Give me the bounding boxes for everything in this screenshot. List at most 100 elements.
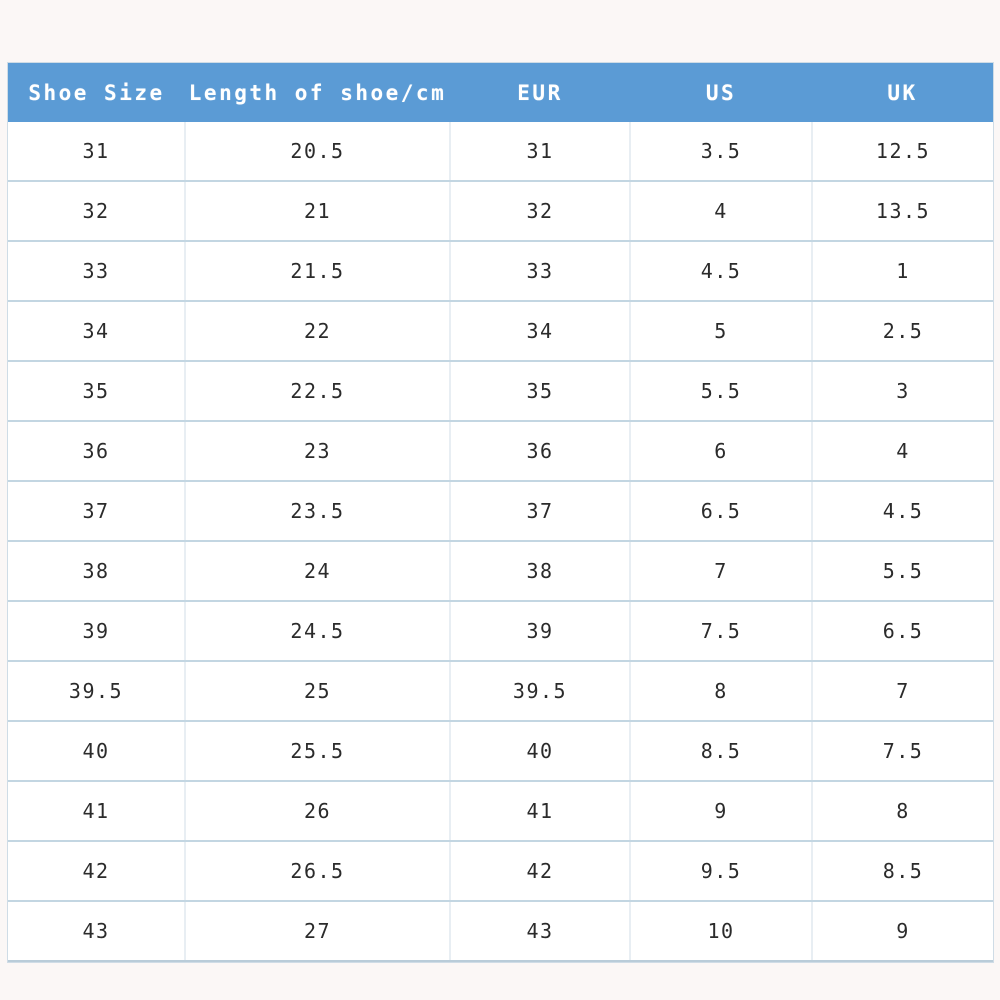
column-header-shoe-size: Shoe Size: [8, 63, 185, 122]
cell-value: 34: [526, 319, 554, 343]
cell-shoe-size: 39.5: [8, 661, 186, 722]
cell-eur: 43: [450, 901, 631, 962]
cell-value: 4.5: [700, 259, 742, 283]
column-header-uk: UK: [812, 63, 993, 122]
cell-value: 10: [707, 919, 735, 943]
table-row: 33 21.5 33 4.5 1: [8, 241, 993, 302]
table-row: 36 23 36 6 4: [8, 421, 993, 482]
cell-value: 3: [896, 379, 910, 403]
cell-value: 36: [82, 439, 110, 463]
cell-value: 6.5: [882, 619, 924, 643]
cell-length-cm: 22: [185, 301, 451, 362]
column-header-us: US: [630, 63, 812, 122]
cell-value: 33: [526, 259, 554, 283]
cell-shoe-size: 43: [8, 901, 186, 962]
cell-value: 39: [526, 619, 554, 643]
cell-value: 41: [526, 799, 554, 823]
cell-uk: 4.5: [812, 481, 993, 542]
cell-uk: 5.5: [812, 541, 993, 602]
cell-uk: 8: [812, 781, 993, 842]
cell-length-cm: 25.5: [185, 721, 451, 782]
cell-eur: 39: [450, 601, 631, 662]
table-row: 34 22 34 5 2.5: [8, 301, 993, 362]
cell-length-cm: 23.5: [185, 481, 451, 542]
cell-value: 27: [303, 919, 332, 943]
table-header: Shoe Size Length of shoe/cm EUR US UK: [8, 63, 993, 122]
cell-length-cm: 27: [185, 901, 451, 962]
cell-shoe-size: 39: [8, 601, 186, 662]
cell-length-cm: 26: [185, 781, 451, 842]
cell-us: 9: [630, 781, 813, 842]
cell-value: 7.5: [882, 739, 924, 763]
cell-value: 12.5: [875, 139, 931, 163]
cell-length-cm: 25: [185, 661, 451, 722]
cell-us: 6.5: [630, 481, 813, 542]
cell-value: 32: [526, 199, 554, 223]
cell-value: 38: [526, 559, 554, 583]
cell-length-cm: 21.5: [185, 241, 451, 302]
cell-uk: 8.5: [812, 841, 993, 902]
cell-value: 35: [526, 379, 554, 403]
cell-value: 6.5: [700, 499, 742, 523]
cell-value: 31: [82, 139, 110, 163]
table-row: 43 27 43 10 9: [8, 901, 993, 962]
cell-value: 1: [896, 259, 910, 283]
cell-value: 9: [714, 799, 728, 823]
cell-value: 5.5: [882, 559, 924, 583]
cell-us: 4: [630, 181, 813, 242]
cell-shoe-size: 35: [8, 361, 186, 422]
cell-us: 5.5: [630, 361, 813, 422]
cell-value: 40: [82, 739, 110, 763]
cell-value: 8: [714, 679, 728, 703]
cell-value: 25: [303, 679, 332, 703]
cell-uk: 12.5: [812, 122, 993, 182]
cell-uk: 7: [812, 661, 993, 722]
cell-eur: 33: [450, 241, 631, 302]
cell-length-cm: 21: [185, 181, 451, 242]
table-row: 39.5 25 39.5 8 7: [8, 661, 993, 722]
cell-eur: 32: [450, 181, 631, 242]
cell-value: 21: [303, 199, 332, 223]
cell-value: 38: [82, 559, 110, 583]
cell-length-cm: 20.5: [185, 122, 451, 182]
cell-value: 23.5: [290, 499, 345, 523]
cell-shoe-size: 38: [8, 541, 186, 602]
cell-value: 2.5: [882, 319, 924, 343]
cell-us: 5: [630, 301, 813, 362]
cell-value: 13.5: [875, 199, 931, 223]
cell-length-cm: 24.5: [185, 601, 451, 662]
column-header-length-cm: Length of shoe/cm: [185, 63, 450, 122]
cell-eur: 34: [450, 301, 631, 362]
table-body: 31 20.5 31 3.5 12.5 32 21 32 4 13.5 33 21.5 33 4.5 1 34…: [8, 122, 993, 962]
cell-shoe-size: 37: [8, 481, 186, 542]
cell-value: 7: [714, 559, 728, 583]
cell-uk: 6.5: [812, 601, 993, 662]
cell-value: 8.5: [882, 859, 924, 883]
cell-value: 7: [896, 679, 910, 703]
table-row: 35 22.5 35 5.5 3: [8, 361, 993, 422]
cell-value: 26: [303, 799, 332, 823]
cell-length-cm: 22.5: [185, 361, 451, 422]
cell-value: 37: [526, 499, 554, 523]
cell-value: 4: [896, 439, 910, 463]
cell-uk: 2.5: [812, 301, 993, 362]
cell-uk: 13.5: [812, 181, 993, 242]
cell-eur: 42: [450, 841, 631, 902]
cell-shoe-size: 41: [8, 781, 186, 842]
cell-value: 39.5: [512, 679, 568, 703]
cell-eur: 41: [450, 781, 631, 842]
cell-us: 6: [630, 421, 813, 482]
cell-length-cm: 24: [185, 541, 451, 602]
size-conversion-table: Shoe Size Length of shoe/cm EUR US UK 31…: [8, 63, 993, 962]
cell-value: 41: [82, 799, 110, 823]
cell-value: 7.5: [700, 619, 742, 643]
cell-value: 9: [896, 919, 910, 943]
cell-eur: 37: [450, 481, 631, 542]
cell-value: 22.5: [290, 379, 345, 403]
cell-us: 9.5: [630, 841, 813, 902]
cell-value: 5: [714, 319, 728, 343]
cell-value: 6: [714, 439, 728, 463]
cell-value: 26.5: [290, 859, 345, 883]
cell-eur: 31: [450, 122, 631, 182]
